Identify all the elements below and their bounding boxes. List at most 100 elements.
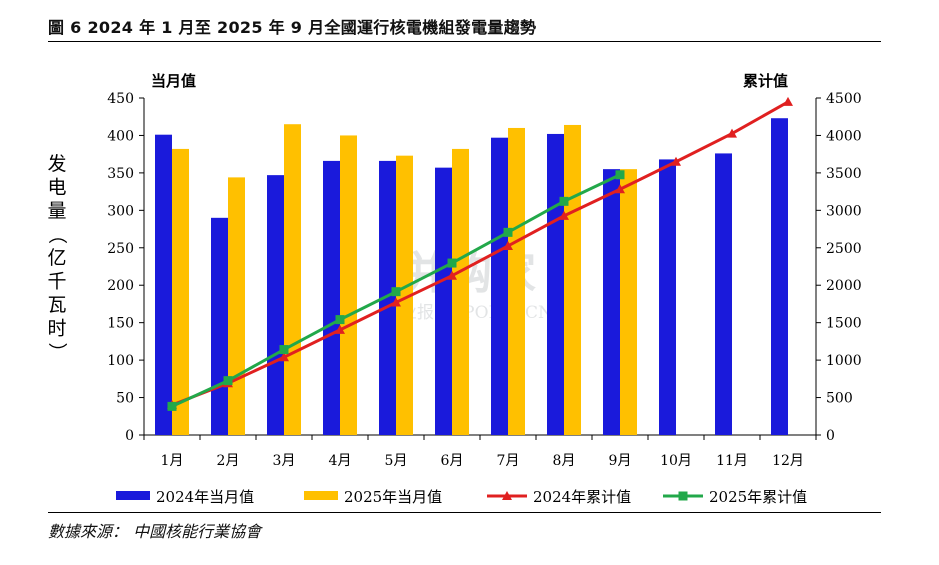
legend-item: 2025年当月值 <box>304 488 442 506</box>
legend-label: 2024年当月值 <box>156 488 254 506</box>
line-point <box>279 345 289 355</box>
right-tick-label: 4500 <box>826 91 862 107</box>
x-tick-label: 4月 <box>329 453 352 469</box>
line-point <box>503 240 513 250</box>
bar <box>172 148 189 435</box>
lines <box>167 96 793 411</box>
legend-item: 2024年累计值 <box>487 488 631 506</box>
bar <box>267 175 284 435</box>
right-tick-label: 3500 <box>826 166 862 182</box>
bar <box>508 127 525 435</box>
right-tick-label: 1000 <box>826 353 862 369</box>
axis-labels: 0501001502002503003504004500500100015002… <box>46 72 862 469</box>
bar <box>564 124 581 436</box>
bar <box>396 155 413 436</box>
line-point <box>391 297 401 307</box>
legend-swatch <box>116 491 150 500</box>
left-tick-label: 100 <box>107 353 134 369</box>
left-tick-label: 0 <box>125 428 134 444</box>
left-axis-side-char: 发 <box>47 153 66 175</box>
left-axis-side-char: 千 <box>47 271 66 293</box>
bar <box>603 169 620 435</box>
x-tick-label: 5月 <box>385 453 408 469</box>
left-axis-side-char: 瓦 <box>47 294 66 316</box>
line-point <box>447 270 457 280</box>
legend-item: 2025年累计值 <box>663 488 807 506</box>
source-note: 數據來源： 中國核能行業協會 <box>48 522 262 541</box>
axes <box>139 97 821 440</box>
bar <box>323 160 340 435</box>
line-point <box>223 376 233 386</box>
x-tick-label: 1月 <box>161 453 184 469</box>
source-rule <box>48 512 881 513</box>
bar <box>379 160 396 435</box>
x-tick-label: 2月 <box>217 453 240 469</box>
line-point <box>559 210 569 220</box>
legend-swatch <box>304 491 338 500</box>
legend: 2024年当月值 2025年当月值 2024年累计值 2025年累计值 <box>116 488 807 506</box>
bar <box>715 153 732 435</box>
x-tick-label: 7月 <box>497 453 520 469</box>
legend-marker <box>678 491 688 501</box>
right-tick-label: 1500 <box>826 316 862 332</box>
bar <box>491 137 508 436</box>
line-point <box>783 96 793 106</box>
bar <box>771 118 788 435</box>
legend-label: 2024年累计值 <box>533 488 631 506</box>
bar <box>452 148 469 435</box>
left-axis-side-char: 电 <box>47 177 66 199</box>
line-point <box>279 352 289 362</box>
right-tick-label: 4000 <box>826 128 862 144</box>
left-tick-label: 300 <box>107 203 134 219</box>
x-tick-label: 12月 <box>772 453 804 469</box>
left-axis-side-char: （ <box>46 225 68 244</box>
left-tick-label: 400 <box>107 128 134 144</box>
right-tick-label: 0 <box>826 428 835 444</box>
legend-item: 2024年当月值 <box>116 488 254 506</box>
left-axis-side-char: ） <box>46 342 68 361</box>
x-tick-label: 9月 <box>609 453 632 469</box>
bar <box>659 159 676 436</box>
left-axis-top-label: 当月值 <box>151 72 196 90</box>
right-tick-label: 2000 <box>826 278 862 294</box>
line-point <box>615 184 625 194</box>
right-tick-label: 500 <box>826 391 853 407</box>
bar <box>340 135 357 435</box>
x-tick-label: 10月 <box>660 453 692 469</box>
line-point <box>335 315 345 325</box>
figure-title: 圖 6 2024 年 1 月至 2025 年 9 月全國運行核電機組發電量趨勢 <box>48 18 537 37</box>
bar <box>284 124 301 435</box>
line-point <box>335 324 345 334</box>
title-rule <box>48 41 881 42</box>
series-line <box>171 100 789 407</box>
left-tick-label: 250 <box>107 241 134 257</box>
line-point <box>503 227 513 237</box>
bars <box>155 118 788 436</box>
line-point <box>671 156 681 166</box>
right-tick-label: 3000 <box>826 203 862 219</box>
line-point <box>447 258 457 268</box>
x-tick-label: 8月 <box>553 453 576 469</box>
left-axis-side-char: 时 <box>47 318 66 340</box>
line-point <box>167 401 177 411</box>
legend-marker <box>502 491 512 500</box>
legend-label: 2025年当月值 <box>344 488 442 506</box>
left-tick-label: 150 <box>107 316 134 332</box>
left-tick-label: 450 <box>107 91 134 107</box>
right-tick-label: 2500 <box>826 241 862 257</box>
bar <box>211 217 228 435</box>
bar <box>435 167 452 435</box>
left-tick-label: 350 <box>107 166 134 182</box>
right-axis-top-label: 累计值 <box>743 72 788 90</box>
bar <box>620 169 637 435</box>
left-tick-label: 50 <box>116 391 134 407</box>
left-axis-side-char: 亿 <box>47 247 66 269</box>
x-tick-label: 11月 <box>716 453 748 469</box>
left-tick-label: 200 <box>107 278 134 294</box>
bar <box>547 133 564 436</box>
line-point <box>391 287 401 297</box>
line-point <box>727 128 737 138</box>
bar <box>155 134 172 435</box>
